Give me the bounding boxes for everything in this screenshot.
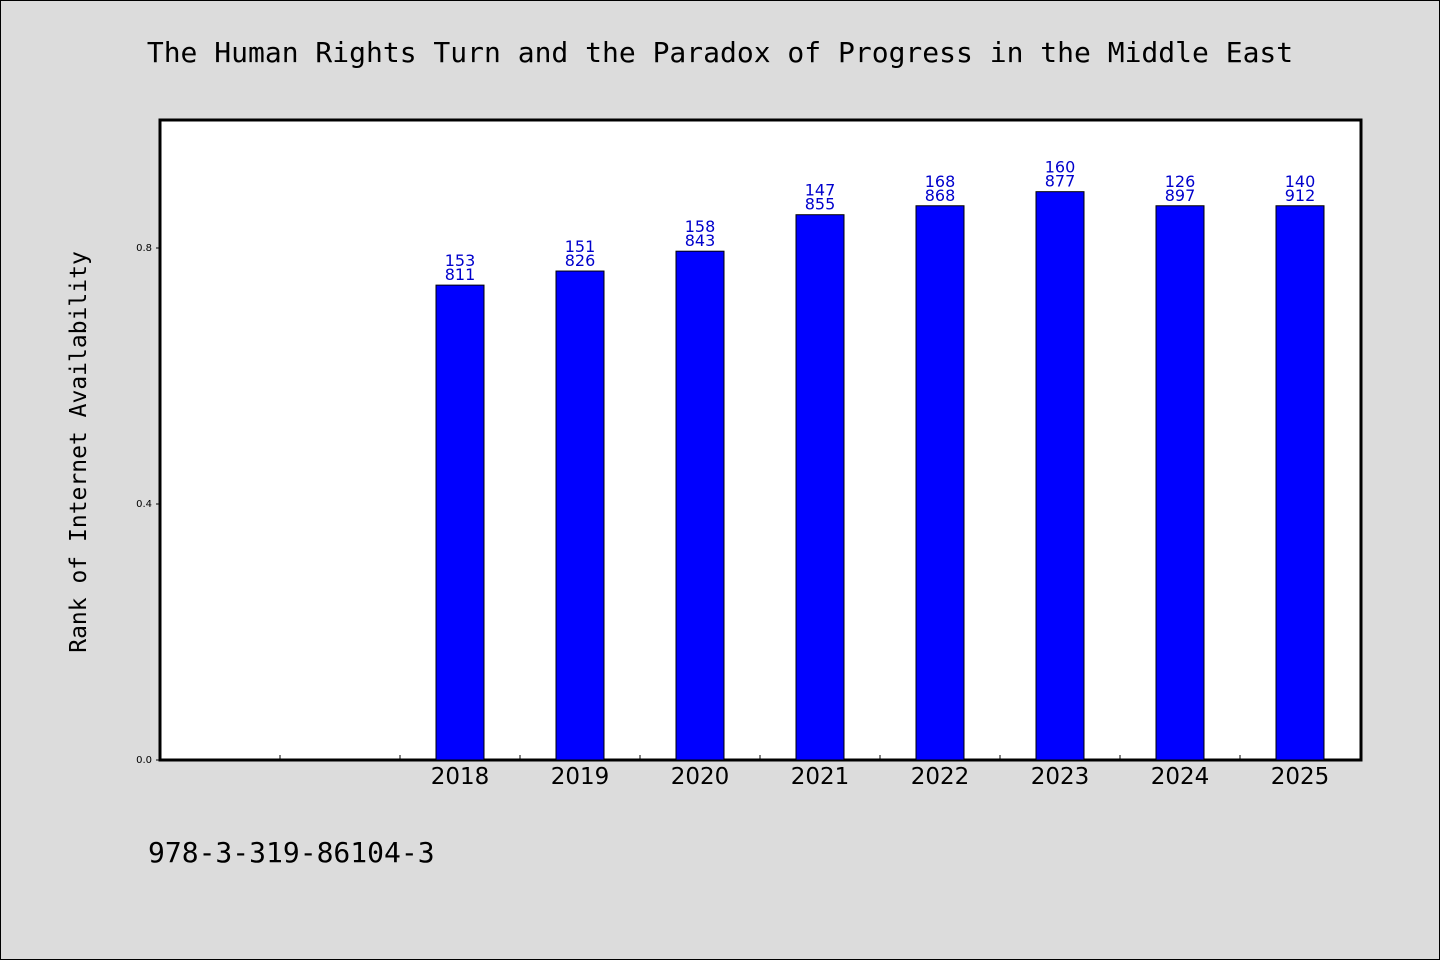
bar-label-top: 151 — [565, 237, 596, 256]
bar-label-bottom: 877 — [1045, 172, 1076, 191]
bar-label-top: 153 — [445, 251, 476, 270]
bar-label-top: 158 — [685, 217, 716, 236]
bar — [915, 205, 965, 761]
bar — [435, 284, 485, 761]
bar-label-top: 126 — [1165, 172, 1196, 191]
chart-title: The Human Rights Turn and the Paradox of… — [147, 36, 1293, 69]
bar-label-top: 140 — [1285, 172, 1316, 191]
x-tick-label: 2024 — [1151, 764, 1210, 790]
bar-label-top: 160 — [1045, 158, 1076, 177]
y-tick-label: 0.4 — [136, 499, 152, 510]
y-tick-label: 0.8 — [136, 243, 152, 254]
bar — [555, 270, 605, 761]
bar-label-bottom: 843 — [685, 231, 716, 250]
x-tick-label: 2018 — [431, 764, 490, 790]
bar-label-bottom: 811 — [445, 265, 476, 284]
x-tick-label: 2020 — [671, 764, 730, 790]
bar-label-top: 147 — [805, 181, 836, 200]
x-tick-label: 2025 — [1271, 764, 1330, 790]
bar-label-bottom: 855 — [805, 195, 836, 214]
x-tick-label: 2023 — [1031, 764, 1090, 790]
y-axis-label: Rank of Internet Availability — [66, 251, 92, 653]
bar — [1035, 191, 1085, 761]
bar — [1275, 205, 1325, 761]
bar — [1155, 205, 1205, 761]
bar-label-bottom: 868 — [925, 186, 956, 205]
bar-label-bottom: 826 — [565, 251, 596, 270]
isbn-footer: 978-3-319-86104-3 — [148, 836, 435, 869]
ticks-group: 0.0 0.4 0.8 — [136, 243, 1241, 766]
x-tick-label: 2022 — [911, 764, 970, 790]
x-tick-label: 2021 — [791, 764, 850, 790]
bar — [795, 214, 845, 761]
bar-label-bottom: 912 — [1285, 186, 1316, 205]
bar — [675, 250, 725, 761]
bars-group — [435, 191, 1325, 761]
bar-label-top: 168 — [925, 172, 956, 191]
bar-label-bottom: 897 — [1165, 186, 1196, 205]
y-tick-label: 0.0 — [136, 755, 152, 766]
x-tick-label: 2019 — [551, 764, 610, 790]
